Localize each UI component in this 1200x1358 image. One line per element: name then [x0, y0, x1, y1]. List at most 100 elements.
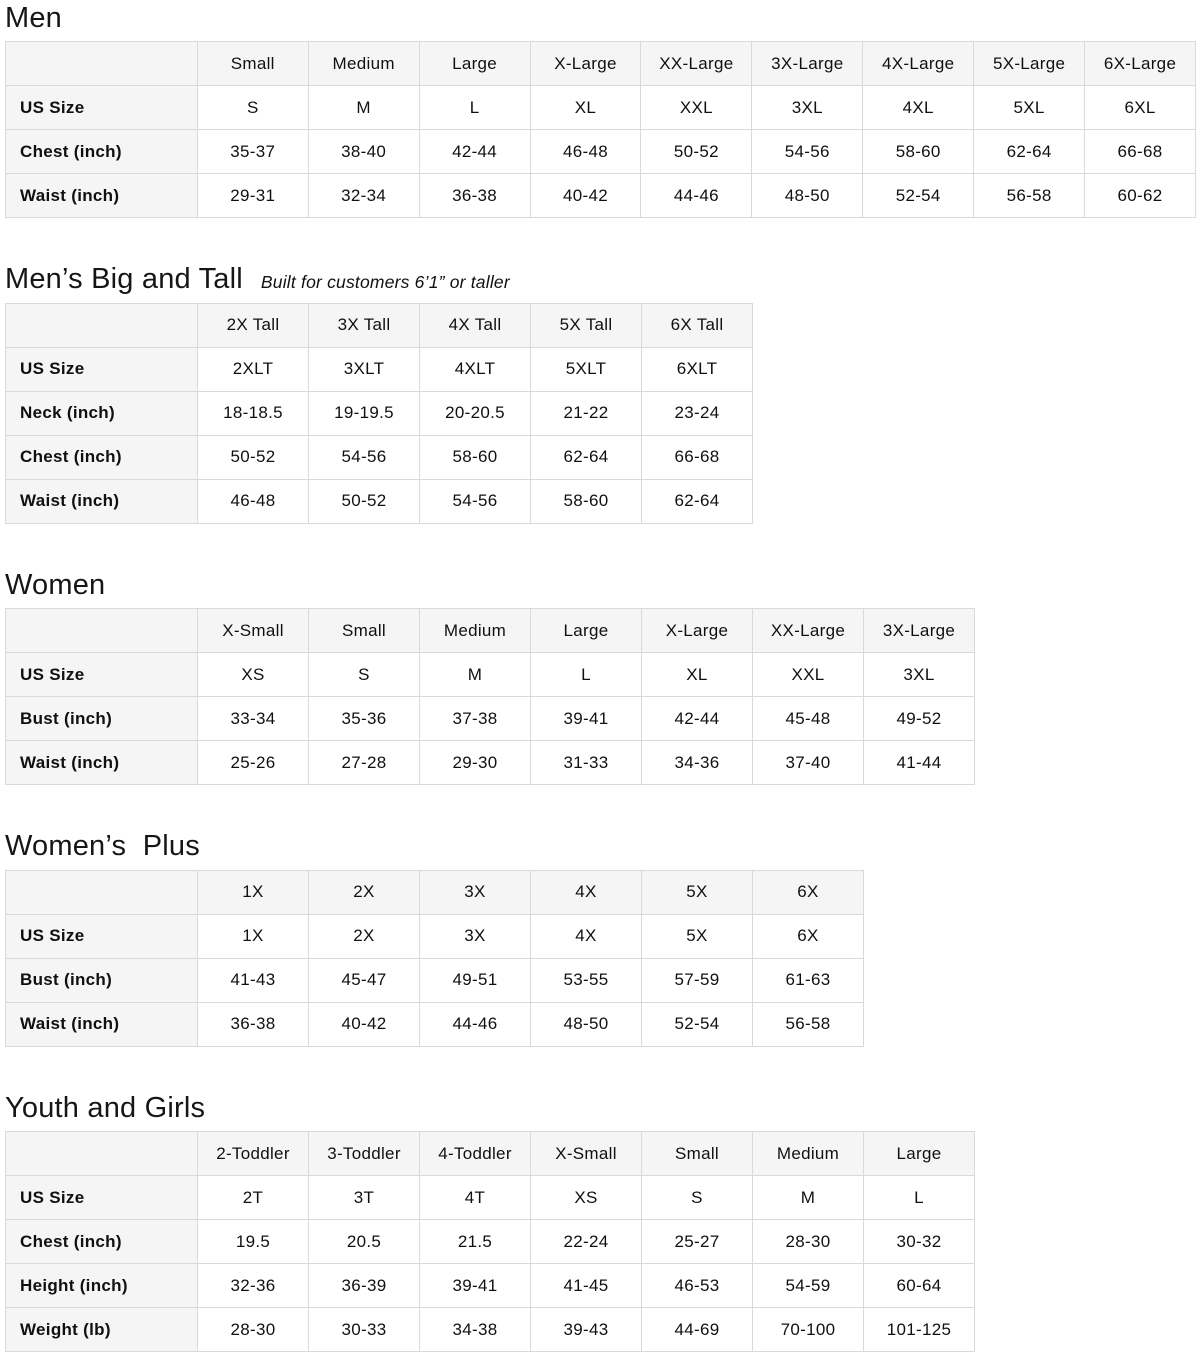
size-value-cell: 6X: [752, 913, 864, 959]
size-value-cell: 50-52: [308, 478, 420, 524]
table-row: Weight (lb) 28-30 30-33 34-38 39-43 44-69 70-1…: [5, 1307, 975, 1353]
size-value-cell: 58-60: [862, 129, 975, 175]
column-header: 4X Tall: [419, 302, 531, 348]
table-row: Bust (inch) 33-34 35-36 37-38 39-41 42-44 45-4…: [5, 696, 975, 742]
size-value-cell: 4T: [419, 1175, 531, 1221]
size-value-cell: 4X: [530, 913, 642, 959]
section-title-text: Youth and Girls: [5, 1091, 206, 1124]
size-value-cell: L: [418, 85, 531, 131]
table-row: Chest (inch) 19.5 20.5 21.5 22-24 25-27 28-30 3…: [5, 1219, 975, 1265]
column-header: Medium: [307, 41, 420, 87]
size-value-cell: 37-38: [419, 696, 531, 742]
row-label: US Size: [5, 346, 198, 392]
section-mens-big-and-tall: Men’s Big and Tall Built for customers 6’…: [5, 263, 1196, 524]
size-value-cell: 27-28: [308, 740, 420, 786]
size-value-cell: XS: [530, 1175, 642, 1221]
column-header: 3X-Large: [863, 608, 975, 654]
row-label: Bust (inch): [5, 957, 198, 1003]
table-row: US Size 2T 3T 4T XS S M L: [5, 1175, 975, 1221]
table-row: Waist (inch) 36-38 40-42 44-46 48-50 52-54 56-…: [5, 1001, 864, 1047]
column-header: X-Small: [530, 1131, 642, 1177]
size-value-cell: 28-30: [197, 1307, 309, 1353]
size-value-cell: 36-38: [418, 173, 531, 219]
size-value-cell: 34-36: [641, 740, 753, 786]
corner-cell: [5, 302, 198, 348]
column-header: 2X: [308, 869, 420, 915]
size-value-cell: 33-34: [197, 696, 309, 742]
table-row: Height (inch) 32-36 36-39 39-41 41-45 46-53 54…: [5, 1263, 975, 1309]
size-value-cell: 66-68: [641, 434, 753, 480]
size-value-cell: 3XL: [751, 85, 864, 131]
column-header: Medium: [419, 608, 531, 654]
header-row: X-Small Small Medium Large X-Large XX-Large 3X…: [5, 608, 975, 654]
section-title-youth-and-girls: Youth and Girls: [5, 1092, 1196, 1124]
size-value-cell: 45-48: [752, 696, 864, 742]
size-value-cell: M: [752, 1175, 864, 1221]
size-value-cell: 60-64: [863, 1263, 975, 1309]
section-title-text: Men’s Big and Tall: [5, 263, 243, 296]
section-subtitle: Built for customers 6’1” or taller: [260, 272, 510, 293]
size-value-cell: S: [308, 652, 420, 698]
size-value-cell: 25-26: [197, 740, 309, 786]
section-womens-plus: Women’s Plus 1X 2X 3X 4X 5X 6X US Size 1X 2X 3X 4X…: [5, 830, 1196, 1047]
size-value-cell: 46-48: [529, 129, 642, 175]
size-value-cell: L: [863, 1175, 975, 1221]
mens-big-and-tall-table: 2X Tall 3X Tall 4X Tall 5X Tall 6X Tall US Si…: [5, 302, 753, 524]
size-value-cell: 39-41: [419, 1263, 531, 1309]
size-value-cell: 62-64: [973, 129, 1086, 175]
corner-cell: [5, 608, 198, 654]
size-value-cell: 39-43: [530, 1307, 642, 1353]
section-title-text: Women: [5, 568, 106, 601]
size-value-cell: 62-64: [641, 478, 753, 524]
column-header: 6X: [752, 869, 864, 915]
size-value-cell: 23-24: [641, 390, 753, 436]
size-value-cell: 37-40: [752, 740, 864, 786]
size-value-cell: 101-125: [863, 1307, 975, 1353]
size-value-cell: 19.5: [197, 1219, 309, 1265]
header-row: 2-Toddler 3-Toddler 4-Toddler X-Small Small M…: [5, 1131, 975, 1177]
row-label: Waist (inch): [5, 740, 198, 786]
men-size-table-host: Small Medium Large X-Large XX-Large 3X-Large 4…: [5, 41, 1196, 219]
size-value-cell: 36-38: [197, 1001, 309, 1047]
size-value-cell: 45-47: [308, 957, 420, 1003]
size-value-cell: 5XLT: [530, 346, 642, 392]
size-value-cell: 56-58: [752, 1001, 864, 1047]
column-header: 4X: [530, 869, 642, 915]
size-value-cell: 46-53: [641, 1263, 753, 1309]
table-row: Waist (inch) 46-48 50-52 54-56 58-60 62-64: [5, 478, 753, 524]
column-header: 3X Tall: [308, 302, 420, 348]
size-value-cell: XS: [197, 652, 309, 698]
size-value-cell: 41-45: [530, 1263, 642, 1309]
youth-and-girls-table: 2-Toddler 3-Toddler 4-Toddler X-Small Small M…: [5, 1131, 975, 1353]
size-value-cell: 49-51: [419, 957, 531, 1003]
row-label: US Size: [5, 85, 198, 131]
size-value-cell: 52-54: [641, 1001, 753, 1047]
size-value-cell: 30-33: [308, 1307, 420, 1353]
column-header: Large: [418, 41, 531, 87]
size-value-cell: 34-38: [419, 1307, 531, 1353]
size-value-cell: 3T: [308, 1175, 420, 1221]
column-header: 2-Toddler: [197, 1131, 309, 1177]
size-value-cell: 21-22: [530, 390, 642, 436]
size-value-cell: 4XL: [862, 85, 975, 131]
column-header: 4X-Large: [862, 41, 975, 87]
section-title-text: Men: [5, 2, 63, 34]
women-table: X-Small Small Medium Large X-Large XX-Large 3X…: [5, 608, 975, 786]
size-value-cell: 29-31: [196, 173, 309, 219]
column-header: 2X Tall: [197, 302, 309, 348]
size-value-cell: 61-63: [752, 957, 864, 1003]
column-header: 5X-Large: [973, 41, 1086, 87]
section-title-text: Women’s Plus: [5, 830, 200, 863]
corner-cell: [5, 41, 198, 87]
size-value-cell: 70-100: [752, 1307, 864, 1353]
size-value-cell: 38-40: [307, 129, 420, 175]
size-value-cell: 42-44: [418, 129, 531, 175]
row-label: US Size: [5, 652, 198, 698]
section-title-women: Women: [5, 569, 1196, 601]
size-value-cell: M: [419, 652, 531, 698]
header-row: 1X 2X 3X 4X 5X 6X: [5, 869, 864, 915]
row-label: Neck (inch): [5, 390, 198, 436]
column-header: Small: [196, 41, 309, 87]
size-value-cell: L: [530, 652, 642, 698]
mens-big-and-tall-size-table-host: 2X Tall 3X Tall 4X Tall 5X Tall 6X Tall US Si…: [5, 302, 1196, 524]
